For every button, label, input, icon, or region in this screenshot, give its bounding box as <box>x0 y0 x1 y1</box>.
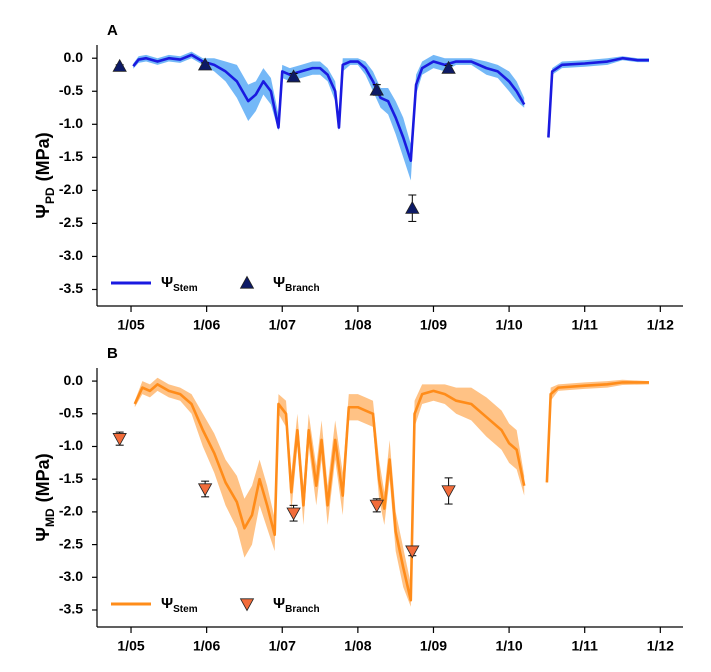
x-tick-label: 1/05 <box>117 638 144 654</box>
x-tick-label: 1/12 <box>647 638 674 654</box>
branch-marker <box>441 60 456 74</box>
y-axis-unit: (MPa) <box>33 132 53 181</box>
legend-subscript: Stem <box>173 283 198 294</box>
y-tick-label: 0.0 <box>64 372 84 388</box>
y-tick-label: -2.0 <box>59 503 83 519</box>
stem-line <box>133 381 649 602</box>
x-tick-label: 1/08 <box>344 317 371 333</box>
stem-range-band <box>133 51 649 181</box>
legend-subscript: Stem <box>173 604 198 615</box>
y-tick-label: -1.5 <box>59 148 83 164</box>
x-tick-label: 1/05 <box>117 317 144 333</box>
y-tick-label: -0.5 <box>59 82 83 98</box>
x-tick-label: 1/08 <box>344 638 371 654</box>
legend-symbol: Ψ <box>273 595 285 612</box>
y-axis-subscript: MD <box>43 508 57 527</box>
legend-subscript: Branch <box>285 283 319 294</box>
branch-marker <box>286 507 301 521</box>
y-tick-label: -2.5 <box>59 535 83 551</box>
legend-subscript: Branch <box>285 604 319 615</box>
panel-label: B <box>107 345 118 362</box>
x-tick-label: 1/09 <box>420 638 447 654</box>
x-tick-label: 1/07 <box>269 317 296 333</box>
x-tick-label: 1/11 <box>571 317 598 333</box>
y-tick-label: -3.5 <box>59 280 83 296</box>
x-tick-label: 1/10 <box>495 638 522 654</box>
legend-label: ΨBranch <box>273 595 320 615</box>
y-axis-label: ΨPD (MPa) <box>33 132 57 218</box>
y-tick-label: -3.0 <box>59 568 83 584</box>
y-tick-label: -3.5 <box>59 601 83 617</box>
y-tick-label: -1.5 <box>59 470 83 486</box>
y-axis-symbol: Ψ <box>33 527 53 542</box>
branch-marker <box>197 483 213 497</box>
y-tick-label: -1.0 <box>59 437 83 453</box>
legend-label: ΨStem <box>161 595 198 615</box>
y-axis-unit: (MPa) <box>33 453 53 502</box>
legend-symbol: Ψ <box>161 595 173 612</box>
legend-marker <box>239 598 255 612</box>
legend-symbol: Ψ <box>161 274 173 291</box>
y-tick-label: -2.0 <box>59 181 83 197</box>
x-tick-label: 1/10 <box>495 317 522 333</box>
branch-marker <box>369 82 384 96</box>
branch-marker <box>112 433 127 446</box>
branch-marker <box>369 499 384 513</box>
panel-label: A <box>107 22 118 39</box>
legend-label: ΨBranch <box>273 274 320 294</box>
stem-line <box>132 53 649 162</box>
x-tick-label: 1/12 <box>647 317 674 333</box>
x-tick-label: 1/09 <box>420 317 447 333</box>
legend-marker <box>239 275 255 289</box>
y-tick-label: -0.5 <box>59 404 83 420</box>
legend-label: ΨStem <box>161 274 198 294</box>
y-tick-label: -1.0 <box>59 115 83 131</box>
y-axis-symbol: Ψ <box>33 204 53 219</box>
y-axis-label: ΨMD (MPa) <box>33 453 57 541</box>
x-tick-label: 1/06 <box>193 638 220 654</box>
branch-marker <box>112 58 127 72</box>
branch-marker <box>286 69 301 83</box>
x-tick-label: 1/07 <box>269 638 296 654</box>
legend-symbol: Ψ <box>273 274 285 291</box>
y-tick-label: -2.5 <box>59 214 83 230</box>
branch-marker <box>197 57 213 71</box>
x-tick-label: 1/11 <box>571 638 598 654</box>
branch-marker <box>441 485 456 499</box>
y-tick-label: 0.0 <box>64 49 84 65</box>
y-axis-subscript: PD <box>43 187 57 204</box>
branch-marker <box>405 545 420 559</box>
y-tick-label: -3.0 <box>59 247 83 263</box>
x-tick-label: 1/06 <box>193 317 220 333</box>
branch-marker <box>405 200 420 214</box>
